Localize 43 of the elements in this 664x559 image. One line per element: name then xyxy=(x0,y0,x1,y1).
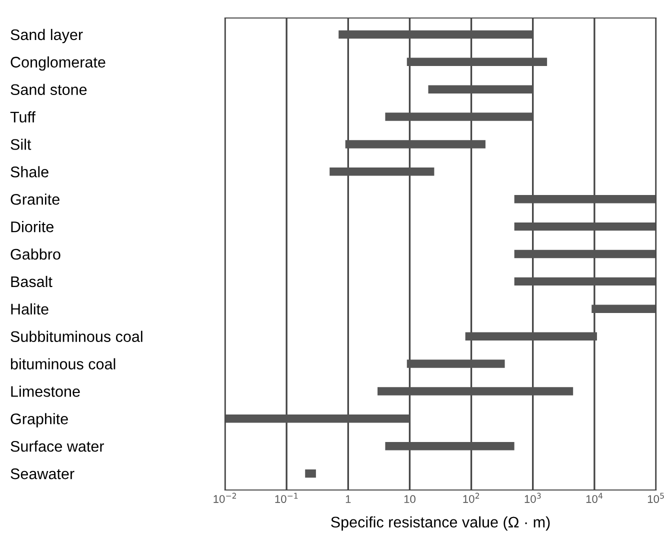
bar xyxy=(330,168,434,176)
bar xyxy=(514,222,656,231)
bar xyxy=(385,442,514,450)
bar xyxy=(514,277,656,286)
y-tick-label: Limestone xyxy=(11,386,80,397)
bar xyxy=(305,469,316,478)
bar xyxy=(514,250,656,258)
y-tick-label: Sand stone xyxy=(10,84,87,96)
bar xyxy=(428,85,533,94)
y-tick-label: Silt xyxy=(10,138,32,150)
x-tick-label: 10$^{4}$ xyxy=(586,492,603,503)
bar xyxy=(225,414,410,423)
x-axis-title: Specific resistance value (Ω · m) xyxy=(331,516,550,531)
x-tick-label: 10$^{5}$ xyxy=(648,492,664,503)
y-tick-label: Gabbro xyxy=(10,248,60,260)
bar xyxy=(378,387,574,396)
bar xyxy=(406,58,548,66)
y-tick-label: Sand layer xyxy=(10,28,83,44)
y-tick-label: Tuff xyxy=(10,111,36,122)
y-tick-label: bituminous coal xyxy=(10,358,116,370)
y-tick-label: Surface water xyxy=(10,440,104,452)
bar xyxy=(385,112,533,121)
x-tick-label: 10$^{−1}$ xyxy=(275,492,298,503)
y-tick-label: Shale xyxy=(10,166,48,178)
bar xyxy=(406,360,505,368)
y-tick-label: Subbituminous coal xyxy=(10,330,142,342)
x-tick-label: 10$^{3}$ xyxy=(524,492,541,503)
y-tick-label: Granite xyxy=(10,194,60,205)
y-tick-label: Seawater xyxy=(10,468,74,480)
bar xyxy=(338,30,533,39)
y-tick-label: Conglomerate xyxy=(10,56,106,71)
y-tick-label: Diorite xyxy=(11,221,54,232)
x-tick-label: 10$^{−2}$ xyxy=(214,492,236,503)
bar xyxy=(345,140,486,148)
bar xyxy=(514,195,656,204)
y-tick-label: Graphite xyxy=(10,413,68,428)
x-tick-label: 10 xyxy=(404,495,416,504)
x-tick-label: 10$^{2}$ xyxy=(463,492,480,503)
bar xyxy=(592,304,656,313)
y-tick-label: Basalt xyxy=(11,276,52,288)
bar xyxy=(465,332,597,340)
y-tick-label: Halite xyxy=(11,303,48,315)
x-tick-label: 1 xyxy=(346,495,351,503)
